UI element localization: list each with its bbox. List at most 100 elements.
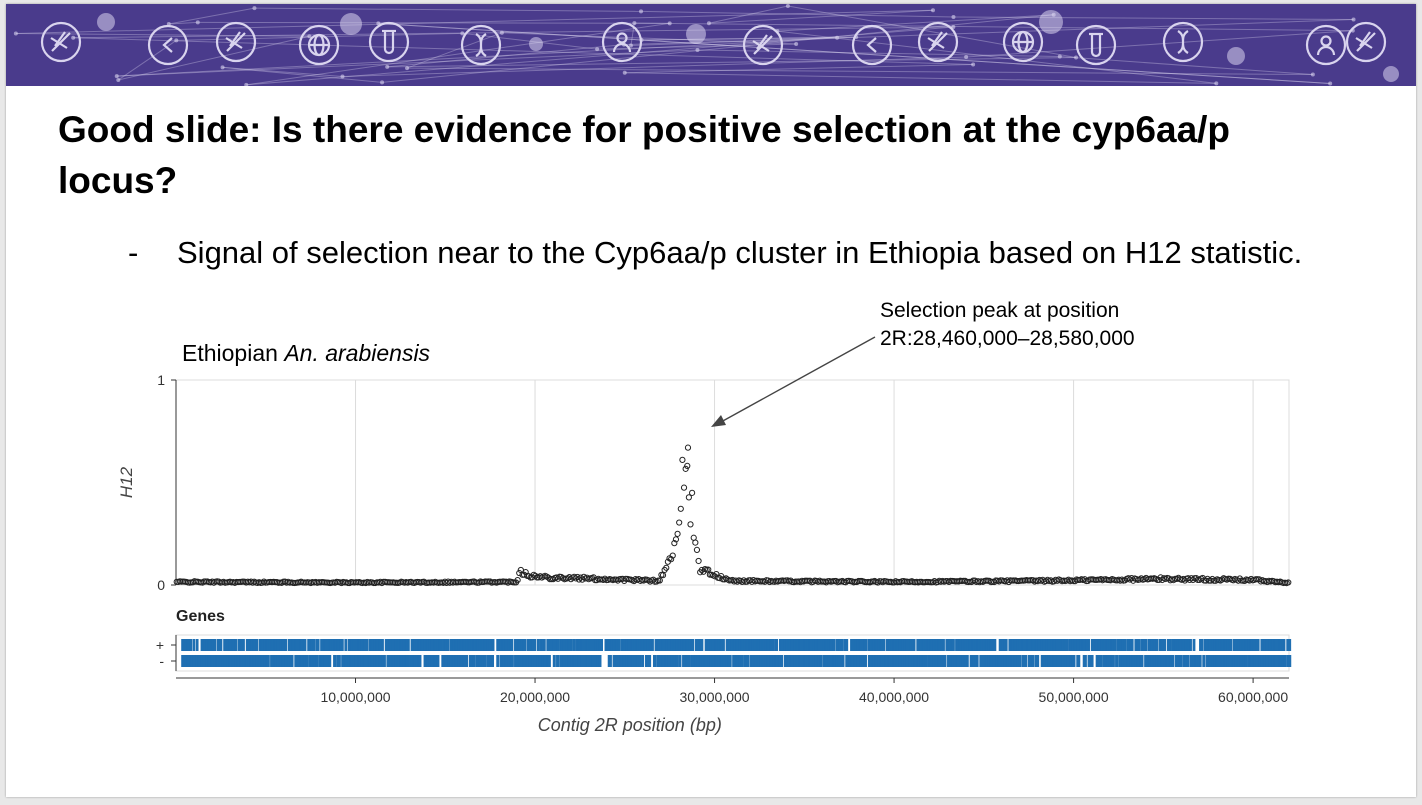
gene-block [596,655,600,667]
gene-block [567,639,570,651]
h12-point [718,573,725,580]
gene-block [436,639,440,651]
gene-block [189,639,193,651]
gene-block [258,639,262,651]
gene-block [774,639,777,651]
gene-block [1168,639,1172,651]
gene-block [383,655,386,667]
network-node [930,8,935,13]
gene-block [291,639,294,651]
gene-block [229,655,233,667]
gene-block [733,639,737,651]
network-line [787,5,1077,59]
gene-block [934,639,937,651]
gene-block [1134,639,1137,651]
gene-block [350,639,354,651]
gene-block [536,655,540,667]
gene-block [657,655,661,667]
gene-block [1247,639,1251,651]
gene-block [1039,639,1042,651]
gene-block [186,655,189,667]
gene-block [1085,639,1090,651]
x-axis-label: Contig 2R position (bp) [538,715,722,735]
network-line [708,9,934,24]
gene-block [436,655,440,667]
gene-block [312,655,316,667]
gene-block [856,655,861,667]
gene-block [333,655,337,667]
gene-block [399,655,403,667]
network-line [407,67,1313,76]
gene-block [1266,639,1270,651]
gene-block [376,655,380,667]
gene-block [475,655,478,667]
gene-block [757,639,761,651]
gene-block [430,655,433,667]
gene-block [195,639,199,651]
gene-block [715,655,720,667]
gene-block [1147,655,1151,667]
gene-block [825,655,829,667]
gene-block [1131,639,1134,651]
network-line [15,9,934,35]
gene-block [302,655,305,667]
bubble-decoration [529,37,543,51]
gene-block [315,655,319,667]
gene-block [539,639,543,651]
bubble-decoration [686,24,706,44]
gene-block [791,655,795,667]
gene-block [625,655,628,667]
gene-block [699,639,704,651]
gene-block [1071,655,1075,667]
h12-points [173,456,1292,587]
gene-block [832,655,836,667]
gene-block [864,655,867,667]
gene-block [1176,639,1179,651]
network-node [622,70,627,75]
network-node [114,74,119,79]
gene-block [349,655,352,667]
gene-block [409,655,412,667]
gene-block [1244,655,1248,667]
gene-block [1144,655,1147,667]
gene-block [704,655,709,667]
network-line [387,57,1077,68]
gene-block [935,655,939,667]
gene-block [211,639,215,651]
h12-point [580,573,587,580]
gene-block [258,655,262,667]
h12-point [687,521,694,528]
gene-block [444,639,448,651]
gene-block [745,639,749,651]
gene-block [1252,655,1256,667]
gene-block [956,655,961,667]
gene-block [985,639,989,651]
gene-block [1255,655,1259,667]
network-node [595,47,600,52]
network-node [835,35,840,40]
gene-block [320,655,323,667]
gene-block [488,655,492,667]
gene-block [1008,655,1012,667]
gene-block [1197,655,1201,667]
gene-block [869,655,873,667]
gene-block [1202,655,1206,667]
gene-block [470,655,474,667]
gene-block [861,655,865,667]
h12-point [692,539,699,546]
gene-block [370,655,373,667]
gene-block [947,639,950,651]
x-tick-label: 40,000,000 [859,689,929,705]
gene-block [1199,655,1202,667]
gene-block [543,639,546,651]
gene-block [1189,655,1192,667]
gene-block [812,655,816,667]
gene-block [252,639,255,651]
gene-block [502,639,506,651]
gene-block [767,639,771,651]
network-line [777,30,1217,84]
network-node [460,31,465,36]
gene-block [373,655,377,667]
gene-block [924,655,928,667]
gene-block [286,655,290,667]
